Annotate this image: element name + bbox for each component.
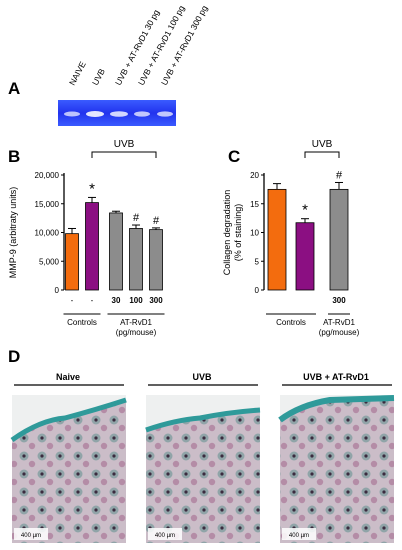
- significance-mark: #: [153, 215, 160, 227]
- gel-band: [157, 111, 173, 117]
- epidermis-layer: [10, 397, 127, 443]
- panel-b-letter: B: [8, 147, 20, 166]
- histology-title-uvb-atrvd1: UVB + AT-RvD1: [303, 372, 369, 382]
- y-axis-label: MMP-9 (arbitraty units): [8, 187, 18, 279]
- bar: [149, 229, 163, 291]
- panel-d-letter: D: [8, 347, 20, 366]
- y-axis-label: (% of staining): [233, 204, 243, 262]
- significance-mark: #: [336, 169, 343, 181]
- group-label-controls: Controls: [276, 318, 306, 327]
- bar: [329, 188, 349, 291]
- y-tick-label: 0: [55, 286, 60, 295]
- y-tick-label: 10,000: [35, 229, 60, 238]
- y-axis-label: Collagen degradation: [222, 190, 232, 276]
- y-tick-label: 10: [250, 229, 259, 238]
- scale-box: [14, 528, 48, 540]
- bar: [85, 202, 99, 291]
- histology-naive: Naive 400 µm: [10, 372, 127, 543]
- scale-box: [282, 528, 316, 540]
- uvb-bracket-label: UVB: [312, 139, 333, 150]
- significance-mark: *: [302, 202, 308, 219]
- bar: [295, 222, 315, 291]
- panel-c-letter: C: [228, 147, 240, 166]
- gel-band: [110, 111, 128, 117]
- x-tick-label: 100: [129, 296, 143, 305]
- background: [280, 395, 394, 420]
- y-tick-label: 20: [250, 171, 259, 180]
- bar: [65, 233, 79, 291]
- y-tick-label: 0: [255, 286, 260, 295]
- significance-mark: *: [89, 180, 95, 197]
- x-tick-label: -: [91, 296, 94, 305]
- y-tick-label: 20,000: [35, 171, 60, 180]
- group-label-controls: Controls: [67, 318, 97, 327]
- y-tick-label: 15,000: [35, 200, 60, 209]
- bar: [109, 212, 123, 291]
- gel-bands: [64, 111, 173, 117]
- x-tick-label: 300: [332, 296, 346, 305]
- gel-band: [134, 111, 150, 117]
- panel-c-chart: 0 5 10 15 20 Collagen degradation (% of staini…: [222, 139, 360, 337]
- group-label-unit: (pg/mouse): [116, 328, 157, 337]
- panel-a-lane-labels: NAIVE UVB UVB + AT-RvD1 30 pg UVB + AT-R…: [67, 4, 210, 87]
- bar: [129, 228, 143, 291]
- x-tick-label: -: [71, 296, 74, 305]
- histology-image-uvb-atrvd1: [280, 395, 394, 543]
- y-tick-label: 5: [255, 257, 260, 266]
- x-tick-label: 30: [112, 296, 121, 305]
- scale-label: 400 µm: [21, 533, 41, 539]
- y-tick-label: 15: [250, 200, 259, 209]
- bar: [267, 188, 287, 291]
- histology-uvb-atrvd1: UVB + AT-RvD1 400 µm: [278, 372, 395, 543]
- group-label-unit: (pg/mouse): [319, 328, 360, 337]
- scale-label: 400 µm: [155, 533, 175, 539]
- gel-band: [86, 111, 104, 117]
- histology-title-uvb: UVB: [192, 372, 212, 382]
- uvb-bracket-label: UVB: [114, 139, 135, 150]
- uvb-bracket: [304, 151, 340, 158]
- group-label-treatment: AT-RvD1: [323, 318, 355, 327]
- gel-band: [64, 111, 80, 117]
- histology-title-naive: Naive: [56, 372, 80, 382]
- lane-label-naive: NAIVE: [67, 59, 88, 87]
- epidermis-layer: [145, 407, 261, 433]
- x-tick-label: 300: [149, 296, 163, 305]
- uvb-bracket: [91, 151, 157, 158]
- lane-label-uvb: UVB: [90, 67, 107, 87]
- histology-uvb: UVB 400 µm: [145, 372, 261, 543]
- significance-mark: #: [133, 212, 140, 224]
- scale-label: 400 µm: [289, 533, 309, 539]
- y-tick-label: 5,000: [39, 257, 60, 266]
- group-label-treatment: AT-RvD1: [120, 318, 152, 327]
- scale-box: [148, 528, 182, 540]
- epidermis-layer: [278, 395, 395, 423]
- panel-a-letter: A: [8, 79, 20, 98]
- panel-b-chart: 0 5,000 10,000 15,000 20,000 MMP-9 (arbitraty…: [8, 139, 165, 337]
